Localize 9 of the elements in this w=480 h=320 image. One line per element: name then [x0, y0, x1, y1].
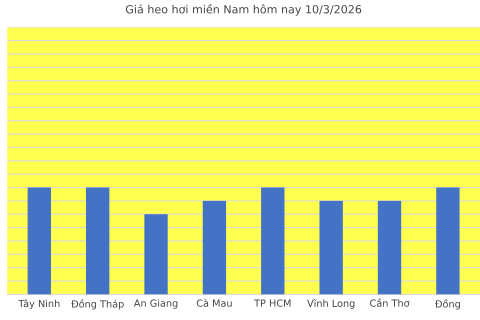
- x-tick-label: TP HCM: [254, 299, 291, 307]
- x-tick-label: An Giang: [134, 299, 178, 309]
- x-tick-label: Đồng Tháp: [71, 299, 124, 310]
- chart-title: Giá heo hơi miền Nam hôm nay 10/3/2026: [126, 4, 362, 16]
- x-tick-label: Vĩnh Long: [307, 299, 354, 309]
- x-tick-label: Cần Thơ: [370, 298, 410, 307]
- x-tick-label: Cà Mau: [196, 298, 232, 307]
- x-tick-label: Tây Ninh: [18, 299, 60, 310]
- x-tick-label: Đồng: [435, 299, 460, 310]
